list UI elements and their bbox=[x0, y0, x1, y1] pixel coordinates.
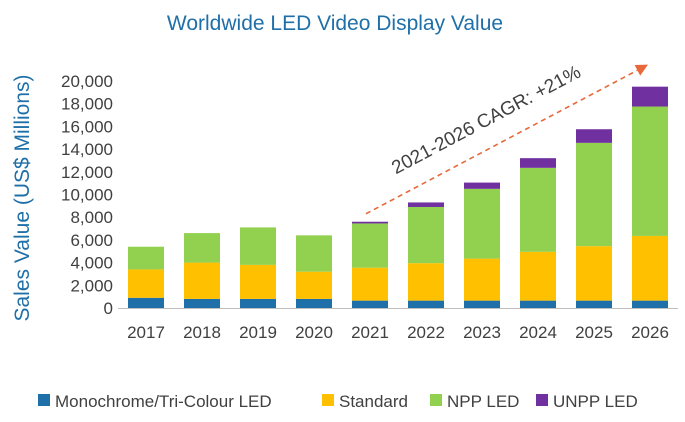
bar-segment bbox=[408, 206, 444, 264]
bar-segment bbox=[632, 106, 668, 236]
bar-segment bbox=[520, 167, 556, 252]
legend-label: UNPP LED bbox=[553, 392, 638, 411]
y-axis-ticks: 0 2,000 4,000 6,000 8,000 10,000 12,000 14,000 1… bbox=[61, 72, 113, 318]
bar-segment bbox=[240, 264, 276, 299]
y-tick-label: 8,000 bbox=[70, 208, 113, 227]
x-tick-label: 2022 bbox=[407, 323, 445, 342]
bar-segment bbox=[576, 300, 612, 308]
x-tick-label: 2017 bbox=[127, 323, 165, 342]
bar-segment bbox=[408, 202, 444, 207]
legend-swatch bbox=[430, 394, 442, 406]
legend: Monochrome/Tri-Colour LED Standard NPP LED… bbox=[38, 392, 638, 411]
legend-label: Standard bbox=[339, 392, 408, 411]
legend-swatch bbox=[322, 394, 334, 406]
cagr-arrow-line bbox=[365, 69, 638, 215]
bar-segment bbox=[576, 246, 612, 301]
legend-swatch bbox=[38, 394, 50, 406]
bar-segment bbox=[184, 298, 220, 308]
bar-segment bbox=[576, 129, 612, 143]
bar-segment bbox=[520, 158, 556, 168]
y-tick-label: 2,000 bbox=[70, 276, 113, 295]
y-tick-label: 14,000 bbox=[61, 140, 113, 159]
bar-segment bbox=[352, 300, 388, 308]
x-tick-label: 2024 bbox=[519, 323, 557, 342]
bar-segment bbox=[464, 188, 500, 259]
x-tick-label: 2025 bbox=[575, 323, 613, 342]
x-tick-label: 2021 bbox=[351, 323, 389, 342]
cagr-arrow-head bbox=[634, 64, 648, 76]
bar-segment bbox=[240, 227, 276, 265]
x-tick-label: 2026 bbox=[631, 323, 669, 342]
bar-segment bbox=[184, 262, 220, 299]
y-tick-label: 12,000 bbox=[61, 163, 113, 182]
bar-segment bbox=[352, 221, 388, 224]
legend-swatch bbox=[536, 394, 548, 406]
bar-segment bbox=[128, 246, 164, 270]
bar-segment bbox=[464, 182, 500, 189]
legend-label: NPP LED bbox=[447, 392, 519, 411]
bar-segment bbox=[632, 300, 668, 308]
bar-segment bbox=[408, 263, 444, 301]
chart-title: Worldwide LED Video Display Value bbox=[167, 12, 503, 35]
bar-segment bbox=[296, 271, 332, 299]
bar-segment bbox=[408, 300, 444, 308]
bar-segment bbox=[464, 300, 500, 308]
y-axis-label: Sales Value (US$ Millions) bbox=[11, 74, 34, 321]
bar-segment bbox=[520, 251, 556, 301]
x-tick-label: 2020 bbox=[295, 323, 333, 342]
bar-segment bbox=[296, 298, 332, 308]
bar-segment bbox=[352, 223, 388, 268]
bar-segment bbox=[352, 267, 388, 301]
bar-segment bbox=[576, 142, 612, 247]
bar-segment bbox=[128, 269, 164, 298]
bar-segment bbox=[128, 297, 164, 308]
bar-segment bbox=[632, 86, 668, 107]
y-tick-label: 20,000 bbox=[61, 72, 113, 91]
y-tick-label: 10,000 bbox=[61, 186, 113, 205]
x-tick-label: 2018 bbox=[183, 323, 221, 342]
bar-segment bbox=[464, 258, 500, 301]
bars bbox=[128, 86, 668, 308]
bar-segment bbox=[184, 233, 220, 263]
y-tick-label: 18,000 bbox=[61, 95, 113, 114]
bar-segment bbox=[520, 300, 556, 308]
y-tick-label: 6,000 bbox=[70, 231, 113, 250]
x-tick-label: 2019 bbox=[239, 323, 277, 342]
x-tick-label: 2023 bbox=[463, 323, 501, 342]
bar-segment bbox=[240, 298, 276, 308]
x-axis-ticks: 2017 2018 2019 2020 2021 2022 2023 2024 2025 2026 bbox=[127, 323, 669, 342]
y-tick-label: 4,000 bbox=[70, 254, 113, 273]
legend-label: Monochrome/Tri-Colour LED bbox=[55, 392, 272, 411]
bar-segment bbox=[296, 235, 332, 272]
y-tick-label: 0 bbox=[104, 299, 113, 318]
y-tick-label: 16,000 bbox=[61, 117, 113, 136]
bar-segment bbox=[632, 235, 668, 301]
